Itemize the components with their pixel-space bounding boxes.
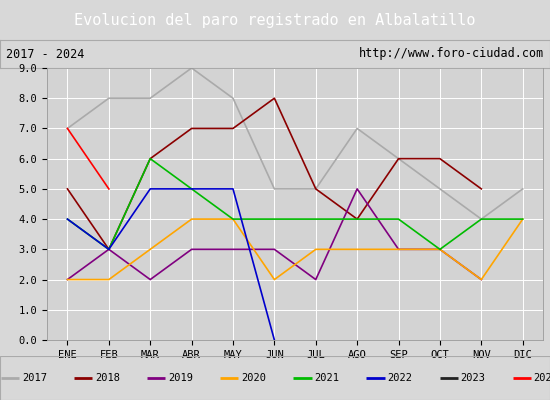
Text: 2023: 2023 <box>460 373 486 383</box>
Text: 2018: 2018 <box>95 373 120 383</box>
Text: 2019: 2019 <box>168 373 193 383</box>
Text: http://www.foro-ciudad.com: http://www.foro-ciudad.com <box>359 48 544 60</box>
Text: 2022: 2022 <box>387 373 412 383</box>
Text: 2021: 2021 <box>314 373 339 383</box>
Text: 2020: 2020 <box>241 373 266 383</box>
Text: 2017: 2017 <box>22 373 47 383</box>
Text: Evolucion del paro registrado en Albalatillo: Evolucion del paro registrado en Albalat… <box>74 12 476 28</box>
Text: 2024: 2024 <box>534 373 550 383</box>
Text: 2017 - 2024: 2017 - 2024 <box>6 48 84 60</box>
